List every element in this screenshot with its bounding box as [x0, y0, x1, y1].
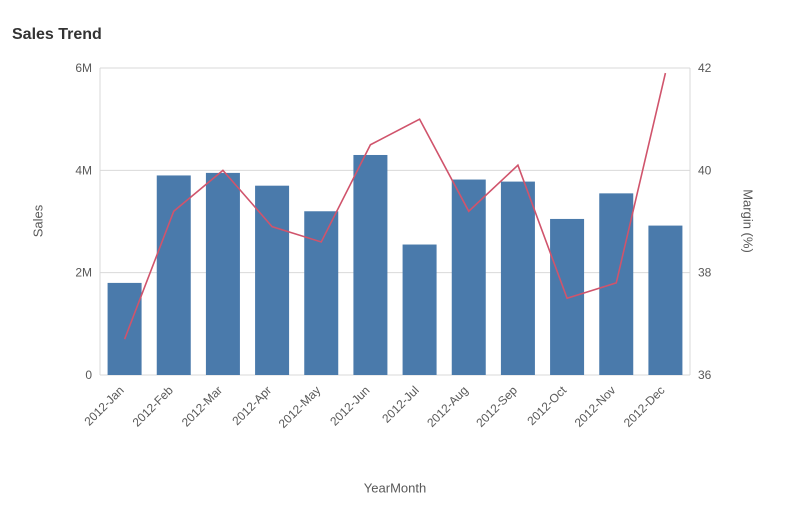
bar-2012-Jan[interactable]	[107, 282, 142, 375]
bar-2012-Feb[interactable]	[156, 175, 191, 375]
y-axis-right-title: Margin (%)	[740, 189, 756, 253]
y-left-tick-label: 0	[85, 368, 92, 382]
x-tick-label-2012-Feb: 2012-Feb	[130, 383, 176, 429]
y-right-tick-label: 36	[698, 368, 712, 382]
bar-2012-Nov[interactable]	[599, 193, 634, 375]
x-tick-label-2012-Oct: 2012-Oct	[524, 383, 569, 428]
bar-2012-Dec[interactable]	[648, 225, 683, 375]
bar-2012-May[interactable]	[304, 211, 339, 375]
y-left-tick-label: 4M	[75, 163, 92, 177]
x-tick-label-2012-Apr: 2012-Apr	[229, 383, 274, 428]
bar-2012-Sep[interactable]	[500, 181, 535, 375]
bar-2012-Apr[interactable]	[255, 185, 290, 375]
x-tick-label-2012-Jan: 2012-Jan	[81, 383, 126, 428]
y-right-tick-label: 40	[698, 163, 712, 177]
x-tick-label-2012-Nov: 2012-Nov	[572, 383, 619, 430]
margin-line[interactable]	[123, 72, 667, 340]
x-tick-label-2012-Aug: 2012-Aug	[424, 383, 471, 430]
chart-title: Sales Trend	[12, 26, 102, 43]
y-left-tick-label: 2M	[75, 266, 92, 280]
x-tick-label-2012-Mar: 2012-Mar	[179, 383, 225, 429]
x-tick-label-2012-Sep: 2012-Sep	[473, 383, 520, 430]
bar-2012-Jun[interactable]	[353, 154, 388, 375]
bar-2012-Jul[interactable]	[402, 244, 437, 375]
x-tick-label-2012-Dec: 2012-Dec	[621, 383, 668, 430]
bar-2012-Mar[interactable]	[205, 172, 240, 375]
x-tick-label-2012-May: 2012-May	[276, 383, 324, 431]
y-right-tick-label: 42	[698, 61, 712, 75]
bar-2012-Aug[interactable]	[451, 179, 486, 375]
y-right-tick-label: 38	[698, 266, 712, 280]
x-tick-label-2012-Jun: 2012-Jun	[327, 383, 372, 428]
y-axis-left-title: Sales	[30, 204, 46, 238]
x-axis-title: YearMonth	[363, 480, 427, 496]
x-tick-label-2012-Jul: 2012-Jul	[379, 383, 421, 425]
y-left-tick-label: 6M	[75, 61, 92, 75]
